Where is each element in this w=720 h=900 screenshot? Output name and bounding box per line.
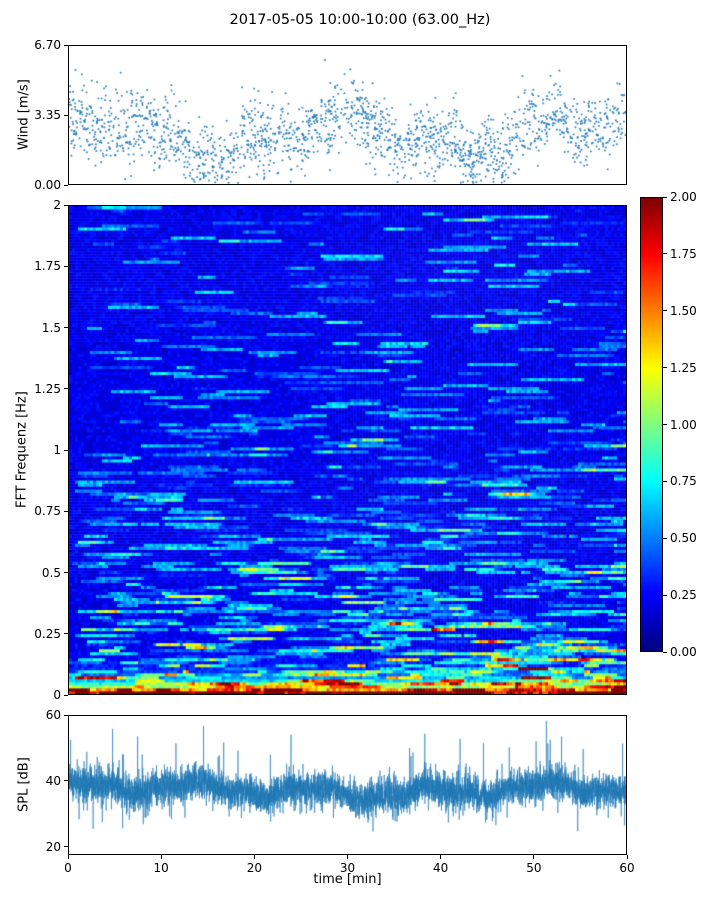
y-tick-label: 20 (45, 839, 61, 854)
colorbar-canvas (641, 198, 662, 651)
y-tick-label: 1 (53, 443, 61, 457)
y-tick-mark (64, 846, 68, 848)
colorbar-tick-mark (663, 310, 667, 312)
x-tick-label: 30 (339, 861, 356, 875)
spectrogram-heatmap-canvas (69, 206, 626, 694)
wind-scatter-canvas (69, 46, 626, 184)
y-tick-label: 2 (53, 198, 61, 212)
x-tick-label: 40 (433, 861, 449, 875)
x-tick-label: 0 (64, 861, 72, 875)
spectrogram-heatmap-plot (68, 205, 627, 695)
y-tick-mark (64, 44, 68, 46)
colorbar-tick-label: 0.75 (670, 474, 697, 489)
colorbar-tick-label: 1.75 (670, 246, 697, 261)
colorbar-tick-mark (663, 480, 667, 482)
x-tick-mark (160, 855, 162, 859)
x-tick-label: 60 (619, 861, 635, 875)
y-tick-label: 6.70 (34, 38, 61, 52)
y-tick-mark (64, 510, 68, 512)
colorbar-tick-label: 0.00 (670, 645, 697, 659)
x-tick-mark (67, 855, 69, 859)
spectrogram-y-axis-label: FFT Frequenz [Hz] (14, 391, 30, 509)
y-tick-mark (64, 694, 68, 696)
colorbar-tick-label: 1.00 (670, 417, 697, 432)
colorbar-tick-mark (663, 367, 667, 369)
figure-title: 2017-05-05 10:00-10:00 (63.00_Hz) (229, 12, 491, 28)
y-tick-mark (64, 265, 68, 267)
colorbar-tick-mark (663, 594, 667, 596)
x-tick-mark (533, 855, 535, 859)
x-tick-label: 10 (153, 861, 169, 875)
colorbar-tick-label: 0.50 (670, 531, 697, 546)
y-tick-mark (64, 114, 68, 116)
colorbar (640, 197, 663, 652)
x-axis-label: time [min] (313, 872, 382, 887)
y-tick-mark (64, 204, 68, 206)
y-tick-mark (64, 572, 68, 573)
y-tick-mark (64, 449, 68, 451)
y-tick-mark (64, 184, 68, 186)
y-tick-label: 60 (45, 708, 61, 722)
colorbar-tick-mark (663, 424, 667, 425)
wind-scatter-plot (68, 45, 627, 185)
y-tick-label: 40 (45, 773, 61, 788)
spl-line-canvas (69, 716, 626, 854)
spl-y-axis-label: SPL [dB] (16, 757, 32, 813)
x-tick-mark (440, 855, 442, 859)
y-tick-label: 0.5 (41, 565, 61, 580)
y-tick-mark (64, 633, 68, 635)
x-tick-mark (253, 855, 255, 859)
colorbar-tick-label: 1.50 (670, 303, 697, 318)
x-tick-mark (626, 855, 628, 859)
colorbar-tick-label: 2.00 (670, 190, 697, 204)
y-tick-mark (64, 327, 68, 328)
colorbar-tick-mark (663, 196, 667, 198)
x-tick-label: 50 (526, 861, 542, 875)
colorbar-tick-mark (663, 253, 667, 255)
y-tick-label: 0.25 (34, 626, 61, 641)
y-tick-mark (64, 714, 68, 716)
x-tick-label: 20 (246, 861, 262, 875)
spl-line-plot (68, 715, 627, 855)
wind-y-axis-label: Wind [m/s] (16, 79, 32, 151)
y-tick-mark (64, 780, 68, 782)
colorbar-tick-mark (663, 537, 667, 539)
colorbar-tick-label: 0.25 (670, 588, 697, 603)
y-tick-label: 1.75 (34, 259, 61, 274)
y-tick-label: 0.75 (34, 504, 61, 519)
x-tick-mark (347, 855, 348, 859)
y-tick-label: 1.5 (41, 320, 61, 335)
colorbar-tick-label: 1.25 (670, 360, 697, 375)
colorbar-tick-mark (663, 651, 667, 653)
y-tick-label: 0.00 (34, 178, 61, 192)
y-tick-label: 1.25 (34, 381, 61, 396)
y-tick-label: 0 (53, 688, 61, 702)
y-tick-label: 3.35 (34, 108, 61, 122)
y-tick-mark (64, 388, 68, 390)
